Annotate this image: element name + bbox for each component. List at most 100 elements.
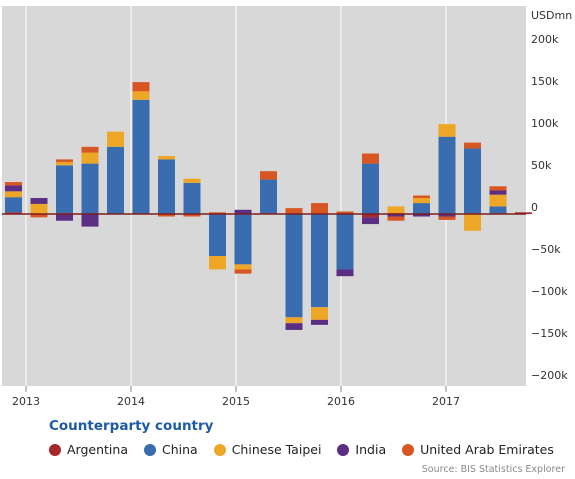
bar-2017-Q2-india xyxy=(438,214,456,217)
bar-2017-Q4-chinese-taipei xyxy=(489,194,507,207)
bar-2013-Q2-chinese-taipei xyxy=(30,203,48,214)
y-tick-label: −100k xyxy=(531,285,568,298)
bar-2016-Q3-united-arab-emirates xyxy=(362,153,379,164)
legend-label: United Arab Emirates xyxy=(420,442,554,457)
legend-marker-icon xyxy=(143,443,156,456)
bar-2013-Q1-argentina xyxy=(5,212,22,214)
source-note: Source: BIS Statistics Explorer xyxy=(421,464,565,475)
bar-2014-Q4-chinese-taipei xyxy=(183,178,201,183)
bar-2017-Q4-india xyxy=(489,190,507,195)
bar-2017-Q3-chinese-taipei xyxy=(464,214,481,231)
bar-2013-Q2-india xyxy=(30,198,48,204)
bar-2015-Q4-chinese-taipei xyxy=(285,317,303,324)
bar-2013-Q4-china xyxy=(81,163,99,214)
bar-2013-Q4-united-arab-emirates xyxy=(81,146,99,153)
legend-marker-icon xyxy=(213,443,226,456)
bar-2017-Q2-united-arab-emirates xyxy=(438,216,456,220)
bar-2013-Q3-china xyxy=(56,165,73,214)
x-tick-label: 2015 xyxy=(222,395,250,408)
bar-2016-Q2-india xyxy=(336,269,354,277)
bar-2017-Q1-united-arab-emirates xyxy=(413,195,430,199)
bar-2016-Q1-chinese-taipei xyxy=(311,307,328,320)
bar-2015-Q4-china xyxy=(285,214,303,318)
unit-label: USDmn xyxy=(531,9,572,22)
bar-2017-Q2-chinese-taipei xyxy=(438,124,456,137)
bar-2013-Q4-chinese-taipei xyxy=(81,152,99,164)
bar-2017-Q3-china xyxy=(464,148,481,214)
legend-marker-icon xyxy=(49,443,61,456)
bar-2014-Q1-chinese-taipei xyxy=(107,131,124,147)
bar-2015-Q4-united-arab-emirates xyxy=(285,208,303,214)
legend-marker-icon xyxy=(337,443,350,456)
x-tick-label: 2017 xyxy=(432,395,460,408)
bar-2013-Q1-chinese-taipei xyxy=(5,191,22,198)
bar-2017-Q1-india xyxy=(413,214,430,217)
y-tick-label: 50k xyxy=(531,159,552,172)
y-tick-label: 100k xyxy=(531,117,559,130)
x-axis: 2013 2014 2015 2016 2017 xyxy=(12,386,460,408)
bar-2015-Q2-chinese-taipei xyxy=(234,264,252,270)
bar-2017-Q3-united-arab-emirates xyxy=(464,142,481,149)
bar-2014-Q3-united-arab-emirates xyxy=(158,214,175,217)
legend-label: India xyxy=(355,442,387,457)
bar-2017-Q1-chinese-taipei xyxy=(413,198,430,204)
bar-2016-Q4-india xyxy=(387,214,405,217)
y-tick-label: 0 xyxy=(531,201,538,214)
bar-2015-Q2-united-arab-emirates xyxy=(234,269,252,274)
bar-2017-Q2-china xyxy=(438,136,456,214)
bars xyxy=(5,82,532,330)
bar-2015-Q2-china xyxy=(234,214,252,265)
x-tick-label: 2013 xyxy=(12,395,40,408)
legend-item-united-arab-emirates[interactable]: United Arab Emirates xyxy=(402,442,554,457)
gridlines xyxy=(25,6,447,386)
bar-2014-Q4-united-arab-emirates xyxy=(183,214,201,217)
bar-2014-Q1-china xyxy=(107,146,124,214)
legend-item-china[interactable]: China xyxy=(143,442,198,457)
bar-2016-Q4-united-arab-emirates xyxy=(387,216,405,221)
legend-item-argentina[interactable]: Argentina xyxy=(49,442,128,457)
bar-2016-Q3-india xyxy=(362,217,379,225)
y-tick-label: 200k xyxy=(531,33,559,46)
bar-2017-Q4-united-arab-emirates xyxy=(489,186,507,191)
y-tick-label: −50k xyxy=(531,243,561,256)
bar-2014-Q3-china xyxy=(158,159,175,214)
legend-item-chinese-taipei[interactable]: Chinese Taipei xyxy=(213,442,322,457)
legend-marker-icon xyxy=(402,443,415,456)
bar-2014-Q3-chinese-taipei xyxy=(158,156,175,160)
chart: 200k 150k 100k 50k 0 −50k −100k −150k −200k 2013… xyxy=(2,6,572,408)
bar-2016-Q2-china xyxy=(336,214,354,270)
bar-2017-Q4-china xyxy=(489,206,507,214)
y-tick-label: −200k xyxy=(531,369,568,382)
bar-2013-Q3-chinese-taipei xyxy=(56,161,73,166)
bar-2016-Q1-china xyxy=(311,214,328,308)
bar-2016-Q4-chinese-taipei xyxy=(387,206,405,214)
bar-2016-Q3-argentina xyxy=(362,214,379,218)
bar-2013-Q2-united-arab-emirates xyxy=(30,214,48,218)
legend-title: Counterparty country xyxy=(49,418,214,434)
bar-2014-Q2-china xyxy=(132,99,150,214)
bar-2016-Q1-united-arab-emirates xyxy=(311,203,328,214)
legend: Argentina China Chinese Taipei India United … xyxy=(49,442,570,457)
legend-item-india[interactable]: India xyxy=(337,442,386,457)
bar-2013-Q3-india xyxy=(56,214,73,221)
bar-2018-Q1-argentina xyxy=(515,212,532,214)
bar-2014-Q2-chinese-taipei xyxy=(132,91,150,100)
bar-2014-Q4-china xyxy=(183,182,201,214)
bar-2013-Q1-united-arab-emirates xyxy=(5,182,22,186)
bar-2015-Q3-united-arab-emirates xyxy=(260,171,277,180)
y-tick-label: −150k xyxy=(531,327,568,340)
bar-2013-Q1-india xyxy=(5,185,22,192)
bar-2016-Q1-india xyxy=(311,319,328,325)
bar-2015-Q4-india xyxy=(285,323,303,330)
bar-2013-Q1-china xyxy=(5,197,22,213)
bar-2014-Q2-united-arab-emirates xyxy=(132,82,150,92)
bar-2016-Q2-united-arab-emirates xyxy=(336,211,354,214)
legend-label: Chinese Taipei xyxy=(231,442,322,457)
x-tick-label: 2014 xyxy=(117,395,145,408)
y-tick-label: 150k xyxy=(531,75,559,88)
bar-2015-Q3-china xyxy=(260,179,277,214)
legend-label: Argentina xyxy=(67,442,128,457)
bar-2016-Q3-china xyxy=(362,163,379,214)
bar-2015-Q1-chinese-taipei xyxy=(209,256,226,270)
legend-label: China xyxy=(161,442,198,457)
